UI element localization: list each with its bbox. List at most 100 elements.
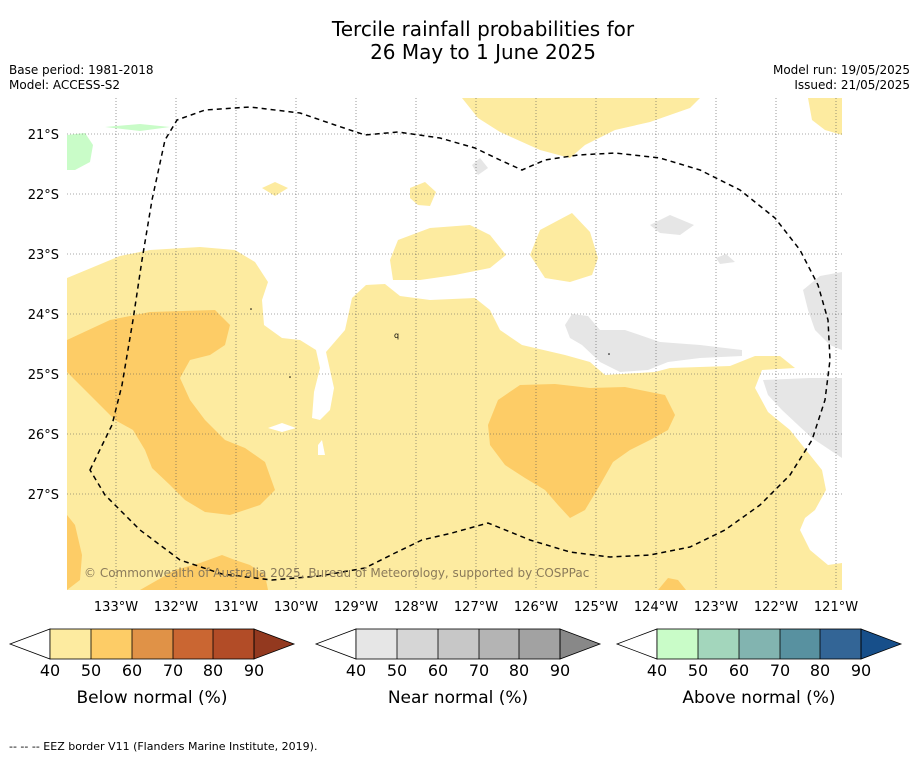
island-dot-3 bbox=[608, 353, 610, 355]
below-normal-patch-4 bbox=[530, 213, 598, 282]
colorbar-tick: 60 bbox=[729, 661, 749, 680]
lon-labels: 133°W 132°W 131°W 130°W 129°W 128°W 127°… bbox=[94, 600, 858, 615]
colorbar-above-swatch-70 bbox=[780, 629, 820, 659]
colorbar-near-swatch-70 bbox=[479, 629, 519, 659]
colorbar-below-swatch-40 bbox=[50, 629, 91, 659]
colorbar-tick: 50 bbox=[387, 661, 407, 680]
lon-label: 133°W bbox=[94, 600, 138, 615]
above-normal-patch-1 bbox=[67, 133, 93, 170]
lon-label: 125°W bbox=[574, 600, 618, 615]
lon-label: 132°W bbox=[154, 600, 198, 615]
colorbar-near-swatch-80 bbox=[519, 629, 560, 659]
colorbar-tick: 90 bbox=[244, 661, 264, 680]
run-info: Model run: 19/05/2025 Issued: 21/05/2025 bbox=[773, 63, 910, 93]
colorbar-above-swatch-50 bbox=[698, 629, 739, 659]
below-normal-50-region-se bbox=[658, 578, 686, 590]
colorbar-tick: 50 bbox=[81, 661, 101, 680]
below-normal-patch-3 bbox=[390, 225, 506, 280]
lat-label: 24°S bbox=[28, 308, 59, 323]
colorbar-above-swatch-60 bbox=[739, 629, 780, 659]
colorbar-tick: 70 bbox=[770, 661, 790, 680]
colorbar-above-normal: 40 50 60 70 80 90 Above normal (%) bbox=[615, 628, 903, 708]
colorbar-tick: 40 bbox=[40, 661, 60, 680]
base-period: Base period: 1981-2018 bbox=[9, 63, 154, 77]
colorbar-above-swatch-40 bbox=[657, 629, 698, 659]
colorbar-near-normal: 40 50 60 70 80 90 Near normal (%) bbox=[314, 628, 602, 708]
lon-gridlines bbox=[115, 98, 837, 590]
below-normal-patch-ne bbox=[808, 98, 842, 135]
below-normal-patch-2 bbox=[410, 182, 436, 206]
lon-label: 130°W bbox=[274, 600, 318, 615]
colorbar-near-extend-min bbox=[314, 628, 357, 660]
below-normal-50-region-west bbox=[67, 310, 275, 515]
colorbar-tick: 80 bbox=[509, 661, 529, 680]
lat-label: 23°S bbox=[28, 248, 59, 263]
above-normal-patch-2 bbox=[105, 124, 170, 131]
white-notch-2 bbox=[318, 440, 325, 455]
colorbar-tick: 70 bbox=[163, 661, 183, 680]
near-normal-patch-5 bbox=[803, 272, 842, 350]
lat-gridlines bbox=[67, 133, 842, 495]
colorbar-below-swatch-80 bbox=[213, 629, 254, 659]
map-title: Tercile rainfall probabilities for 26 Ma… bbox=[0, 18, 919, 64]
lon-label: 129°W bbox=[334, 600, 378, 615]
colorbar-below-swatch-70 bbox=[173, 629, 213, 659]
title-line-1: Tercile rainfall probabilities for bbox=[331, 17, 635, 41]
lon-label: 128°W bbox=[394, 600, 438, 615]
lat-label: 26°S bbox=[28, 428, 59, 443]
colorbar-tick: 90 bbox=[550, 661, 570, 680]
map-area: q bbox=[67, 98, 842, 590]
colorbar-above-outline bbox=[656, 628, 862, 660]
colorbar-tick: 80 bbox=[203, 661, 223, 680]
lat-label: 27°S bbox=[28, 488, 59, 503]
title-line-2: 26 May to 1 June 2025 bbox=[370, 40, 596, 64]
near-normal-patch-2 bbox=[650, 215, 694, 235]
colorbar-near-label: Near normal (%) bbox=[388, 688, 528, 708]
colorbar-near-swatch-40 bbox=[356, 629, 397, 659]
lat-label: 25°S bbox=[28, 368, 59, 383]
colorbar-below-outline bbox=[49, 628, 255, 660]
lat-labels: 21°S 22°S 23°S 24°S 25°S 26°S 27°S bbox=[28, 128, 59, 503]
lon-label: 131°W bbox=[214, 600, 258, 615]
colorbar-tick: 80 bbox=[810, 661, 830, 680]
colorbar-near-swatch-50 bbox=[397, 629, 438, 659]
colorbar-below-extend-min bbox=[8, 628, 51, 660]
colorbar-below-label: Below normal (%) bbox=[77, 688, 228, 708]
model-name: Model: ACCESS-S2 bbox=[9, 78, 121, 92]
lat-label: 22°S bbox=[28, 188, 59, 203]
colorbar-tick: 50 bbox=[688, 661, 708, 680]
lon-label: 126°W bbox=[514, 600, 558, 615]
colorbar-above-swatch-80 bbox=[820, 629, 861, 659]
eez-border bbox=[89, 106, 831, 581]
lat-label: 21°S bbox=[28, 128, 59, 143]
colorbar-near-swatch-60 bbox=[438, 629, 479, 659]
eez-footnote: -- -- -- EEZ border V11 (Flanders Marine… bbox=[9, 740, 318, 753]
lon-label: 122°W bbox=[754, 600, 798, 615]
lon-label: 121°W bbox=[814, 600, 858, 615]
colorbar-below-swatch-50 bbox=[91, 629, 132, 659]
lon-label: 127°W bbox=[454, 600, 498, 615]
below-normal-50-region-sw bbox=[67, 515, 82, 590]
colorbar-above-extend-min bbox=[615, 628, 658, 660]
colorbar-near-outline bbox=[355, 628, 561, 660]
colorbar-tick: 40 bbox=[346, 661, 366, 680]
colorbar-above-extend-max bbox=[860, 628, 903, 660]
near-normal-patch-6 bbox=[763, 378, 842, 458]
colorbar-near-extend-max bbox=[559, 628, 602, 660]
colorbar-tick: 60 bbox=[428, 661, 448, 680]
near-normal-patch-1 bbox=[565, 314, 742, 372]
colorbar-tick: 70 bbox=[469, 661, 489, 680]
island-dot-2 bbox=[289, 376, 291, 378]
colorbar-above-label: Above normal (%) bbox=[682, 688, 835, 708]
model-info: Base period: 1981-2018 Model: ACCESS-S2 bbox=[9, 63, 154, 93]
island-dot-1 bbox=[250, 308, 252, 310]
colorbar-below-normal: 40 50 60 70 80 90 Below normal (%) bbox=[8, 628, 296, 708]
colorbar-below-extend-max bbox=[253, 628, 296, 660]
lon-label: 123°W bbox=[694, 600, 738, 615]
colorbar-tick: 90 bbox=[851, 661, 871, 680]
island-marker: q bbox=[394, 331, 399, 340]
colorbar-tick: 40 bbox=[647, 661, 667, 680]
near-normal-patch-3 bbox=[716, 254, 735, 264]
copyright-text: © Commonwealth of Australia 2025, Bureau… bbox=[84, 566, 589, 580]
